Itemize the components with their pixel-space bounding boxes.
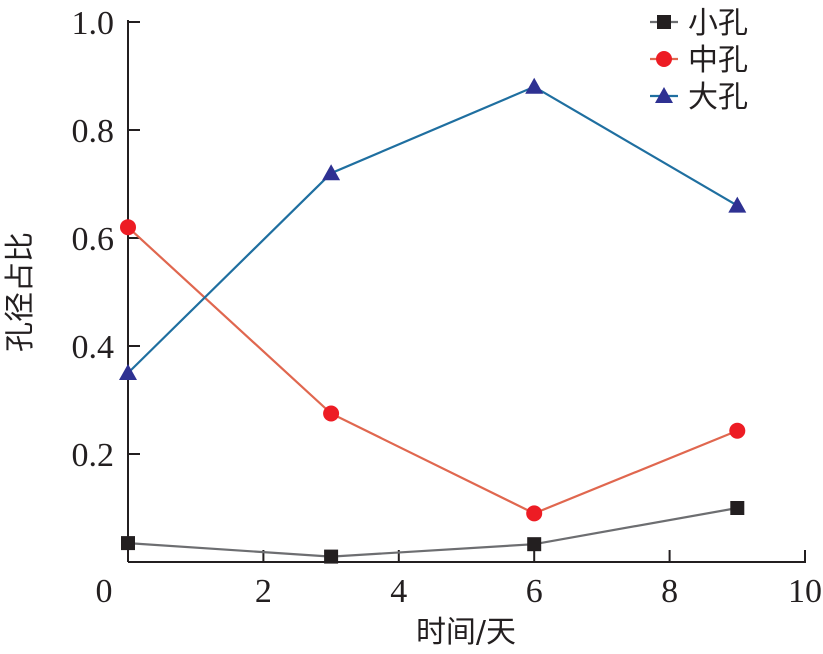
y-tick-label: 0.6 bbox=[72, 221, 115, 258]
x-axis-label: 时间/天 bbox=[416, 615, 516, 649]
legend-item: 小孔 bbox=[650, 6, 748, 41]
y-tick-label: 0.4 bbox=[72, 329, 115, 366]
y-tick-label: 0.8 bbox=[72, 113, 115, 150]
series-square bbox=[121, 501, 745, 564]
legend-label: 大孔 bbox=[688, 80, 748, 115]
y-tick-label: 0.2 bbox=[72, 437, 115, 474]
square-marker bbox=[527, 537, 542, 552]
square-marker bbox=[730, 501, 745, 515]
x-tick-label: 0 bbox=[96, 573, 113, 610]
square-marker bbox=[657, 15, 671, 29]
x-tick-label: 10 bbox=[788, 573, 822, 610]
square-marker bbox=[324, 549, 339, 564]
axes bbox=[127, 20, 806, 563]
series-line bbox=[127, 506, 738, 558]
circle-marker bbox=[526, 505, 543, 522]
square-marker bbox=[121, 536, 135, 551]
circle-marker bbox=[729, 422, 746, 439]
circle-marker bbox=[120, 219, 136, 236]
circle-marker bbox=[323, 405, 340, 422]
x-tick-label: 8 bbox=[661, 573, 678, 610]
legend-item: 大孔 bbox=[650, 80, 748, 115]
triangle-marker bbox=[119, 364, 137, 380]
triangle-marker bbox=[728, 196, 747, 213]
y-axis-label: 孔径占比 bbox=[3, 232, 38, 352]
triangle-marker bbox=[655, 87, 673, 103]
legend-label: 中孔 bbox=[688, 43, 748, 78]
x-tick-label: 6 bbox=[526, 573, 543, 610]
triangle-marker bbox=[322, 164, 341, 181]
series-triangle bbox=[119, 77, 747, 380]
x-tick-label: 4 bbox=[390, 573, 407, 610]
circle-marker bbox=[656, 51, 672, 67]
series-line bbox=[127, 226, 738, 515]
y-tick-label: 1.0 bbox=[72, 5, 115, 42]
series-circle bbox=[120, 219, 746, 522]
triangle-marker bbox=[525, 77, 544, 94]
legend-label: 小孔 bbox=[688, 6, 748, 41]
x-tick-label: 2 bbox=[255, 573, 272, 610]
legend-item: 中孔 bbox=[650, 43, 748, 78]
series-line bbox=[127, 85, 738, 374]
